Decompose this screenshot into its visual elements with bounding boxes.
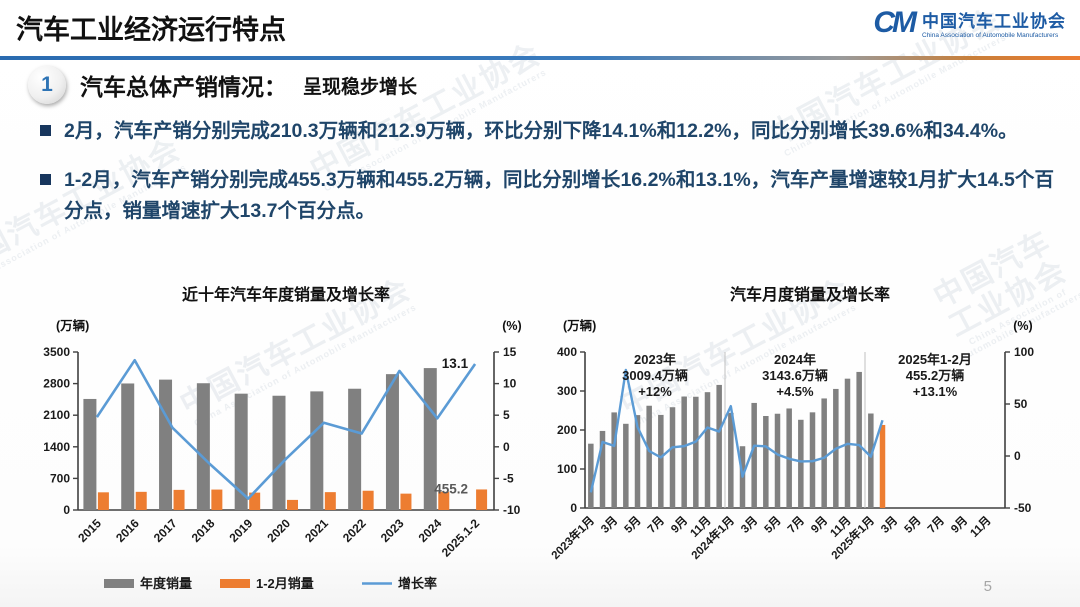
svg-text:5: 5 [503,408,510,422]
svg-text:2024年: 2024年 [774,352,816,367]
svg-text:455.2万辆: 455.2万辆 [906,368,965,383]
svg-text:+12%: +12% [638,384,672,399]
svg-text:-10: -10 [503,503,521,517]
annual-bars [83,368,488,510]
svg-text:15: 15 [503,345,517,359]
svg-text:455.2: 455.2 [434,481,468,496]
svg-text:2015: 2015 [75,516,104,545]
svg-text:3500: 3500 [43,345,70,359]
bullet-text: 2月，汽车产销分别完成210.3万辆和212.9万辆，环比分别下降14.1%和1… [64,120,1018,142]
svg-text:年度销量: 年度销量 [140,576,192,591]
svg-text:3009.4万辆: 3009.4万辆 [622,368,688,383]
title-divider [0,56,1080,60]
section-subtitle: 呈现稳步增长 [303,76,418,98]
svg-text:3143.6万辆: 3143.6万辆 [762,368,828,383]
svg-text:0: 0 [570,501,577,515]
svg-text:9月: 9月 [668,514,690,536]
logo-mark-icon: CM [873,6,917,39]
svg-text:3月: 3月 [878,514,900,536]
svg-text:-50: -50 [1014,501,1032,515]
section-header: 1 汽车总体产销情况： 呈现稳步增长 [28,66,417,104]
section-title: 汽车总体产销情况： [80,74,287,100]
svg-text:2017: 2017 [151,516,180,545]
annual-sales-chart: 近十年汽车年度销量及增长率 (万辆) (%) 0 700 1400 2100 2800 3500… [43,285,521,591]
svg-text:(%): (%) [502,319,521,333]
svg-text:7月: 7月 [785,514,807,536]
svg-text:700: 700 [50,471,70,485]
svg-text:50: 50 [1014,397,1028,411]
svg-text:2100: 2100 [43,408,70,422]
svg-text:100: 100 [1014,345,1034,359]
svg-text:2024: 2024 [416,516,445,545]
svg-text:2023年: 2023年 [634,352,676,367]
svg-text:400: 400 [557,345,577,359]
svg-text:10: 10 [503,377,517,391]
svg-text:2020: 2020 [264,516,293,545]
svg-text:100: 100 [557,462,577,476]
svg-text:3月: 3月 [738,514,760,536]
svg-text:9月: 9月 [808,514,830,536]
svg-text:9月: 9月 [948,514,970,536]
svg-text:7月: 7月 [645,514,667,536]
bullet-list: 2月，汽车产销分别完成210.3万辆和212.9万辆，环比分别下降14.1%和1… [40,116,1054,246]
svg-text:(万辆): (万辆) [563,318,596,333]
svg-text:2025.1-2: 2025.1-2 [439,516,483,560]
svg-text:0: 0 [63,503,70,517]
svg-text:-5: -5 [503,471,514,485]
svg-text:2023: 2023 [378,516,407,545]
bullet-text: 1-2月，汽车产销分别完成455.3万辆和455.2万辆，同比分别增长16.2%… [64,169,1054,223]
svg-text:1400: 1400 [43,440,70,454]
svg-text:5月: 5月 [902,514,924,536]
svg-text:2023年1月: 2023年1月 [548,513,597,562]
svg-text:2022: 2022 [340,516,369,545]
svg-text:1-2月销量: 1-2月销量 [256,576,314,591]
svg-text:0: 0 [1014,449,1021,463]
bullet-square-icon [40,125,51,136]
svg-text:7月: 7月 [925,514,947,536]
svg-text:+4.5%: +4.5% [776,384,814,399]
svg-text:0: 0 [503,440,510,454]
bullet-square-icon [40,174,51,186]
monthly-sales-chart: 汽车月度销量及增长率 (万辆) (%) 0 100 200 300 400 -50 0 50 100 2… [548,285,1034,562]
svg-text:2016: 2016 [113,516,142,545]
organization-logo: CM 中国汽车工业协会 China Association of Automob… [873,6,1066,40]
svg-text:11月: 11月 [968,514,994,540]
page-number: 5 [983,578,992,595]
logo-name-cn: 中国汽车工业协会 [922,12,1066,31]
svg-text:汽车月度销量及增长率: 汽车月度销量及增长率 [730,285,890,304]
bullet-item: 1-2月，汽车产销分别完成455.3万辆和455.2万辆，同比分别增长16.2%… [40,165,1054,227]
svg-text:(万辆): (万辆) [56,318,89,333]
svg-text:300: 300 [557,384,577,398]
svg-text:5月: 5月 [622,514,644,536]
svg-text:2021: 2021 [302,516,331,545]
logo-name-en: China Association of Automobile Manufact… [922,32,1059,39]
svg-text:3月: 3月 [598,514,620,536]
svg-text:近十年汽车年度销量及增长率: 近十年汽车年度销量及增长率 [182,285,390,304]
svg-text:2025年1-2月: 2025年1-2月 [898,352,972,367]
growth-rate-line [95,358,477,500]
svg-text:2800: 2800 [43,377,70,391]
monthly-growth-line [589,368,884,493]
section-number-badge: 1 [28,66,66,104]
svg-text:2018: 2018 [189,516,218,545]
svg-text:(%): (%) [1013,319,1032,333]
bullet-item: 2月，汽车产销分别完成210.3万辆和212.9万辆，环比分别下降14.1%和1… [40,116,1054,147]
svg-text:增长率: 增长率 [398,576,437,591]
svg-text:5月: 5月 [762,514,784,536]
svg-text:13.1: 13.1 [442,356,469,371]
svg-text:200: 200 [557,423,577,437]
svg-text:2019: 2019 [227,516,256,545]
svg-text:+13.1%: +13.1% [913,384,958,399]
page-title: 汽车工业经济运行特点 [16,15,286,45]
